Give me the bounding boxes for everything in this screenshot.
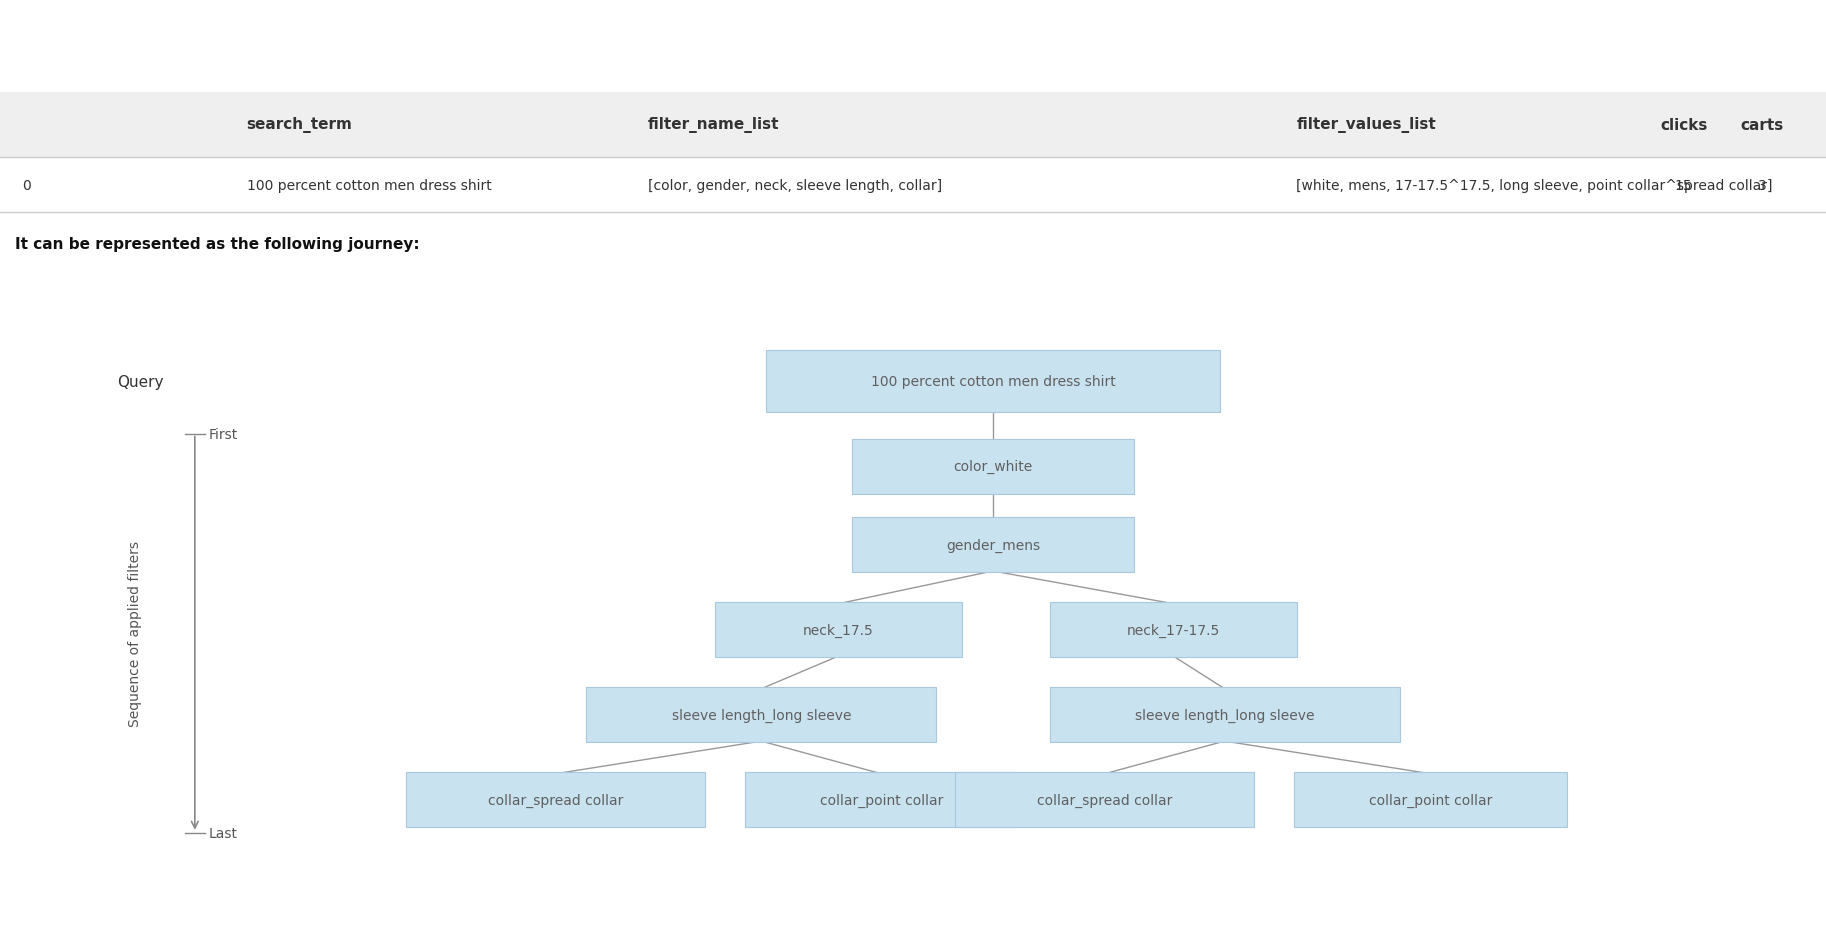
Text: Sequence of applied filters: Sequence of applied filters <box>128 540 142 727</box>
Text: [color, gender, neck, sleeve length, collar]: [color, gender, neck, sleeve length, col… <box>648 178 942 193</box>
FancyBboxPatch shape <box>716 603 962 657</box>
FancyBboxPatch shape <box>1050 688 1401 743</box>
Text: 3: 3 <box>1758 178 1766 193</box>
FancyBboxPatch shape <box>853 518 1134 573</box>
Text: neck_17-17.5: neck_17-17.5 <box>1127 623 1220 637</box>
Text: sleeve length_long sleeve: sleeve length_long sleeve <box>1136 708 1315 722</box>
Text: [white, mens, 17-17.5^17.5, long sleeve, point collar^spread collar]: [white, mens, 17-17.5^17.5, long sleeve,… <box>1296 178 1773 193</box>
Text: color_white: color_white <box>953 460 1034 474</box>
FancyBboxPatch shape <box>586 688 937 743</box>
Text: 100 percent cotton men dress shirt: 100 percent cotton men dress shirt <box>247 178 491 193</box>
FancyBboxPatch shape <box>1050 603 1296 657</box>
FancyBboxPatch shape <box>1295 772 1567 828</box>
Text: 0: 0 <box>22 178 31 193</box>
Text: collar_point collar: collar_point collar <box>1370 793 1492 807</box>
Text: Last: Last <box>208 826 237 840</box>
Text: It can be represented as the following journey:: It can be represented as the following j… <box>15 236 420 251</box>
Text: carts: carts <box>1740 118 1784 133</box>
Text: 15: 15 <box>1674 178 1693 193</box>
FancyBboxPatch shape <box>853 439 1134 494</box>
Text: Query: Query <box>117 375 164 389</box>
Text: search_term: search_term <box>247 117 352 133</box>
Text: sleeve length_long sleeve: sleeve length_long sleeve <box>672 708 851 722</box>
Text: gender_mens: gender_mens <box>946 539 1041 552</box>
Text: collar_spread collar: collar_spread collar <box>1037 793 1172 807</box>
Text: clicks: clicks <box>1660 118 1707 133</box>
Text: 100 percent cotton men dress shirt: 100 percent cotton men dress shirt <box>871 375 1116 388</box>
Text: filter_values_list: filter_values_list <box>1296 117 1437 133</box>
Text: First: First <box>208 427 237 441</box>
Text: filter_name_list: filter_name_list <box>648 117 780 133</box>
FancyBboxPatch shape <box>745 772 1017 828</box>
FancyBboxPatch shape <box>767 351 1220 413</box>
Text: neck_17.5: neck_17.5 <box>803 623 875 637</box>
Text: collar_spread collar: collar_spread collar <box>488 793 623 807</box>
FancyBboxPatch shape <box>405 772 705 828</box>
Text: collar_point collar: collar_point collar <box>820 793 942 807</box>
FancyBboxPatch shape <box>955 772 1254 828</box>
